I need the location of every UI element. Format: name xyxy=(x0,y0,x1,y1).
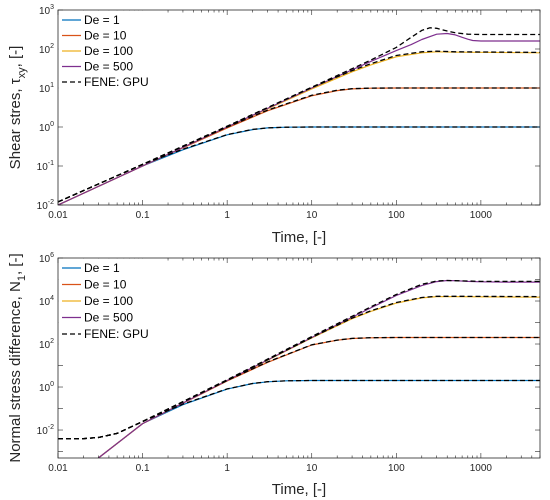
legend-label: De = 10 xyxy=(84,29,127,43)
legend-label: De = 1 xyxy=(84,261,120,275)
x-tick-label: 100 xyxy=(388,463,405,474)
x-tick-label: 1000 xyxy=(470,210,493,221)
legend-label: De = 10 xyxy=(84,278,127,292)
y-tick-exp: 3 xyxy=(50,4,54,11)
y-tick-base: 10 xyxy=(39,297,51,308)
plot-lines xyxy=(58,27,540,205)
plot-lines xyxy=(58,279,540,458)
y-tick-label: 102 xyxy=(39,338,54,351)
legend-label: De = 100 xyxy=(84,44,133,58)
series-line-3 xyxy=(98,279,540,458)
y-tick-base: 10 xyxy=(37,162,49,173)
series-line-6 xyxy=(58,336,540,440)
y-label-main: Shear stres, τ xyxy=(7,78,24,169)
y-tick-base: 10 xyxy=(39,383,51,394)
y-tick-label: 10-2 xyxy=(37,424,54,437)
y-tick-label: 100 xyxy=(39,381,54,394)
y-tick-exp: 2 xyxy=(50,338,54,345)
x-tick-label: 0.01 xyxy=(48,210,68,221)
y-tick-base: 10 xyxy=(39,123,51,134)
x-axis-label: Time, [-] xyxy=(272,229,326,246)
y-tick-base: 10 xyxy=(39,84,51,95)
series-line-0 xyxy=(98,379,540,458)
series-line-0 xyxy=(58,126,540,205)
legend: De = 1 De = 10 De = 100 De = 500 FENE: GPU xyxy=(58,258,156,346)
x-tick-label: 0.01 xyxy=(48,463,68,474)
y-tick-label: 104 xyxy=(39,295,54,308)
legend-label: FENE: GPU xyxy=(84,75,149,89)
y-label-main: Normal stress difference, N xyxy=(7,281,24,462)
series-line-2 xyxy=(98,296,540,458)
x-tick-label: 1000 xyxy=(470,463,493,474)
y-tick-label: 103 xyxy=(39,4,54,17)
y-tick-label: 101 xyxy=(39,82,54,95)
series-line-3 xyxy=(58,32,540,205)
legend-box xyxy=(58,258,156,346)
y-tick-exp: -1 xyxy=(48,160,54,167)
x-tick-label: 0.1 xyxy=(136,210,150,221)
legend-label: FENE: GPU xyxy=(84,327,149,341)
x-axis-label: Time, [-] xyxy=(272,481,326,498)
x-tick-label: 0.1 xyxy=(136,463,150,474)
y-tick-label: 100 xyxy=(39,121,54,134)
legend-label: De = 1 xyxy=(84,13,120,27)
y-axis-label: Normal stress difference, N1, [-] xyxy=(7,253,28,462)
axes-box xyxy=(57,9,541,206)
y-label-sub: xy xyxy=(16,67,28,79)
series-line-1 xyxy=(98,336,540,458)
x-tick-label: 1 xyxy=(224,463,230,474)
y-axis-label: Shear stres, τxy, [-] xyxy=(7,46,28,170)
y-tick-exp: 6 xyxy=(50,252,54,259)
y-tick-label: 10-2 xyxy=(37,199,54,212)
y-tick-label: 106 xyxy=(39,252,54,265)
y-tick-exp: 1 xyxy=(50,82,54,89)
y-tick-exp: 2 xyxy=(50,43,54,50)
x-tick-label: 10 xyxy=(306,463,318,474)
series-line-1 xyxy=(58,87,540,205)
y-label-sub: 1 xyxy=(16,275,28,281)
y-tick-exp: -2 xyxy=(48,424,54,431)
y-tick-exp: 0 xyxy=(50,121,54,128)
x-tick-label: 1 xyxy=(224,210,230,221)
series-line-7 xyxy=(58,379,540,440)
y-tick-exp: 0 xyxy=(50,381,54,388)
y-label-tail: , [-] xyxy=(7,253,24,275)
y-tick-base: 10 xyxy=(39,45,51,56)
y-tick-label: 10-1 xyxy=(37,160,54,173)
legend-label: De = 500 xyxy=(84,60,133,74)
y-label-tail: , [-] xyxy=(7,46,24,68)
y-tick-base: 10 xyxy=(39,340,51,351)
y-tick-exp: -2 xyxy=(48,199,54,206)
y-tick-label: 102 xyxy=(39,43,54,56)
series-line-6 xyxy=(58,87,540,203)
shear-stress-chart: 0.01 0.1 1 10 100 100010-210-1100101102103Tim… xyxy=(7,4,541,246)
y-tick-base: 10 xyxy=(37,201,49,212)
series-line-7 xyxy=(58,126,540,203)
x-tick-label: 10 xyxy=(306,210,318,221)
x-tick-label: 100 xyxy=(388,210,405,221)
series-line-4 xyxy=(58,279,540,440)
legend-label: De = 500 xyxy=(84,311,133,325)
series-line-4 xyxy=(58,27,540,203)
legend-label: De = 100 xyxy=(84,294,133,308)
y-tick-base: 10 xyxy=(39,254,51,265)
axes-box xyxy=(57,257,541,459)
y-tick-base: 10 xyxy=(39,6,51,17)
y-tick-exp: 4 xyxy=(50,295,54,302)
y-tick-base: 10 xyxy=(37,426,49,437)
